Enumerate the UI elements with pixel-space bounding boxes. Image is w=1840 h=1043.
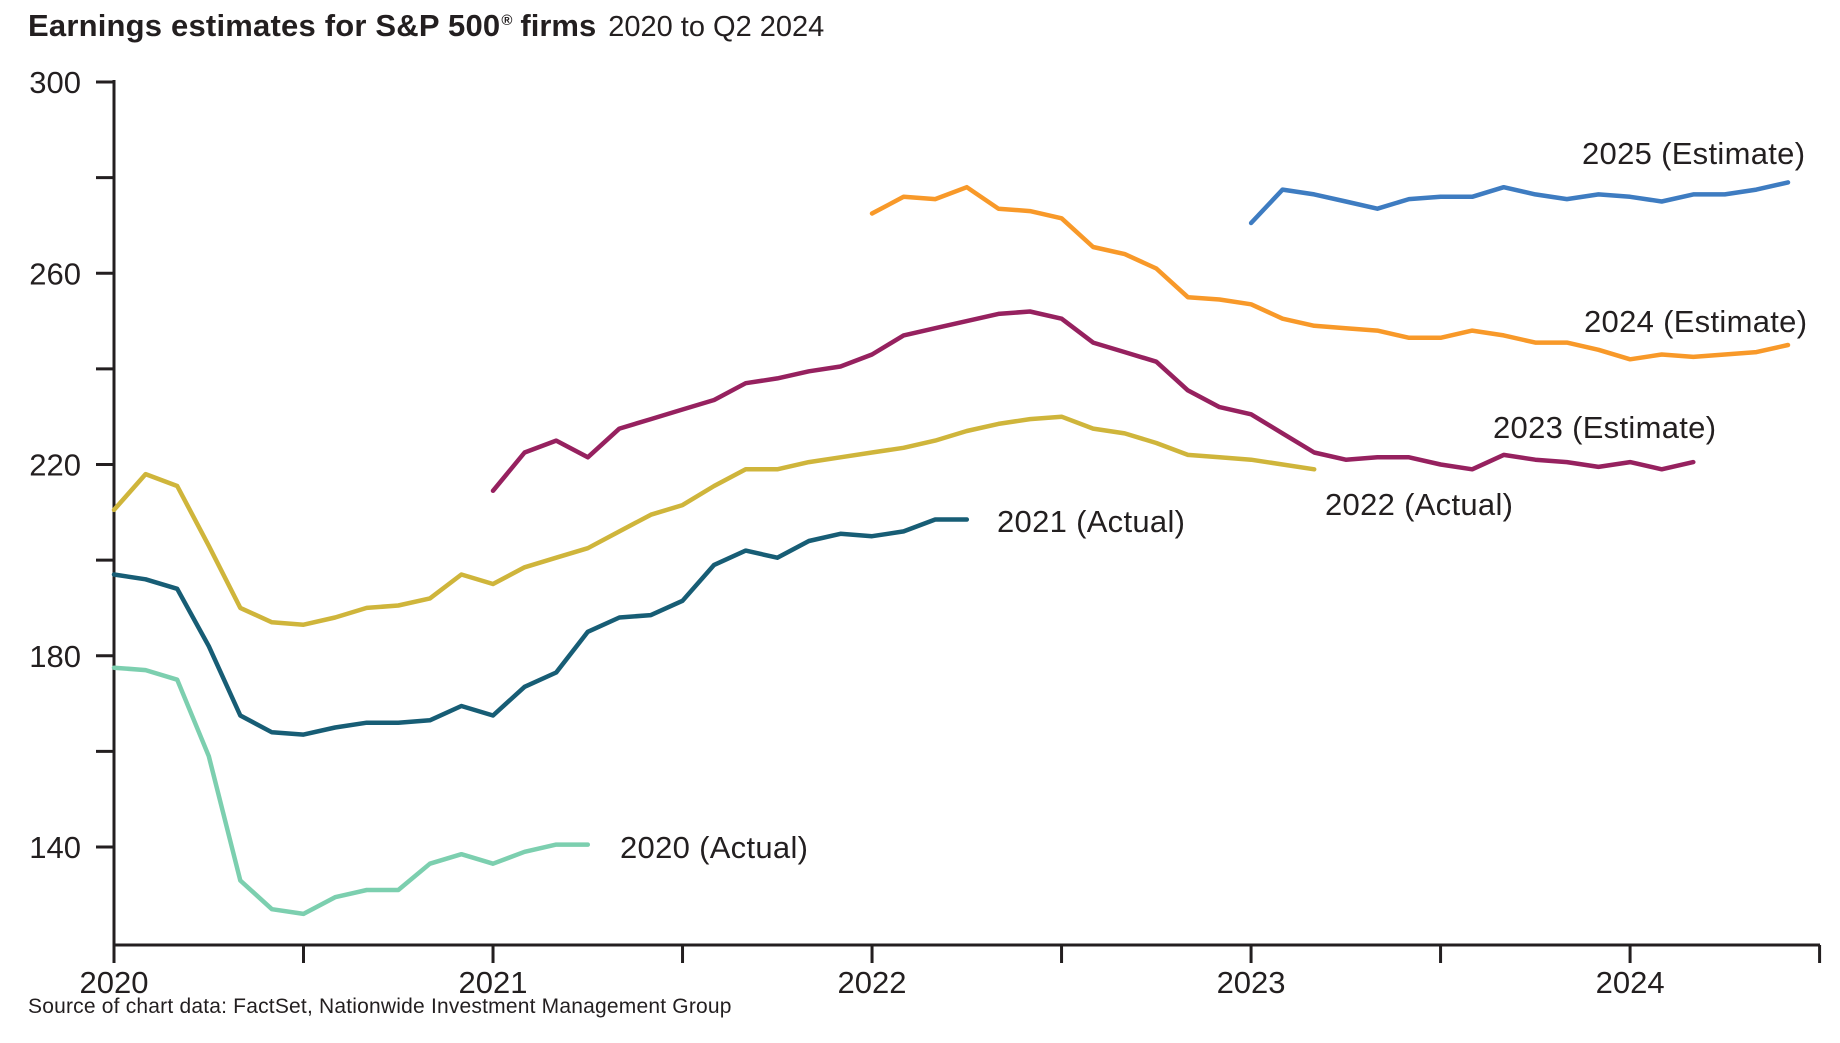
series-line-s2024 [869, 184, 1791, 362]
series-label-s2024: 2024 (Estimate) [1584, 304, 1808, 339]
series-label-s2022: 2022 (Actual) [1325, 487, 1514, 522]
title-main: Earnings estimates for S&P 500 [28, 8, 501, 43]
title-main-suffix: firms [520, 8, 597, 43]
x-axis: 2020 2021 2022 2023 2024 [80, 945, 1822, 1000]
x-tick-label: 2024 [1596, 965, 1665, 1000]
y-axis: 300 260 220 180 140 [29, 65, 114, 865]
y-tick-label: 300 [29, 65, 81, 100]
series-line-s2022 [111, 414, 1317, 627]
registered-trademark-icon: ® [501, 12, 513, 29]
series-line-s2025 [1248, 180, 1791, 226]
source-note: Source of chart data: FactSet, Nationwid… [28, 995, 732, 1018]
y-tick-label: 260 [29, 256, 81, 291]
x-tick-label: 2021 [459, 965, 528, 1000]
x-tick-label: 2020 [80, 965, 149, 1000]
axes-lines [112, 80, 1820, 947]
title-period: 2020 to Q2 2024 [608, 11, 825, 43]
x-tick-label: 2022 [838, 965, 907, 1000]
series-label-s2020: 2020 (Actual) [620, 830, 809, 865]
chart-title: Earnings estimates for S&P 500 ® firms 202… [28, 8, 824, 44]
series-label-s2025: 2025 (Estimate) [1582, 136, 1806, 171]
series-line-s2020 [111, 665, 591, 917]
series-label-s2021: 2021 (Actual) [997, 504, 1186, 539]
y-tick-label: 140 [29, 830, 81, 865]
x-tick-label: 2023 [1217, 965, 1286, 1000]
y-tick-label: 220 [29, 448, 81, 483]
series-line-s2021 [111, 517, 970, 737]
y-tick-label: 180 [29, 639, 81, 674]
series-label-s2023: 2023 (Estimate) [1493, 410, 1717, 445]
series-line-s2023 [490, 309, 1696, 494]
